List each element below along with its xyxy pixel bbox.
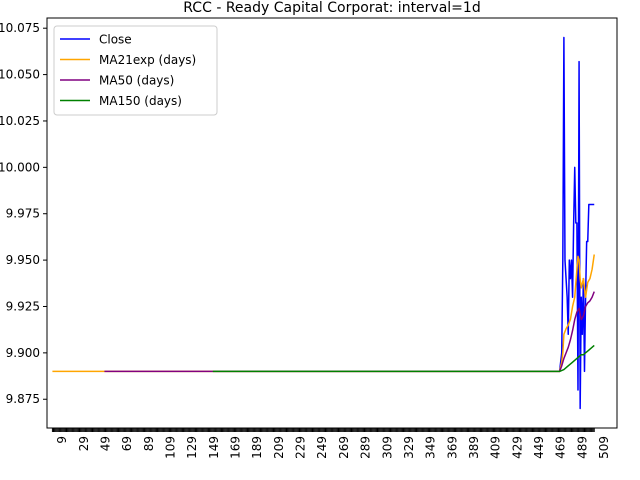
- y-tick-label: 10.050: [0, 68, 40, 82]
- series-layer: [52, 36, 595, 410]
- x-tick-label: 309: [380, 436, 394, 459]
- series-line-1: [558, 36, 595, 410]
- legend-label: MA21exp (days): [99, 53, 196, 67]
- x-tick-label: 49: [99, 436, 113, 451]
- y-tick-label: 9.875: [6, 392, 40, 406]
- x-tick-label: 169: [229, 436, 243, 459]
- x-tick-label: 289: [359, 436, 373, 459]
- x-tick-label: 469: [554, 436, 568, 459]
- x-tick-label: 69: [120, 436, 134, 451]
- x-tick-label: 109: [164, 436, 178, 459]
- series-line-3: [104, 291, 595, 373]
- series-line-4: [212, 344, 595, 373]
- x-tick-label: 349: [424, 436, 438, 459]
- y-tick-label: 9.975: [6, 207, 40, 221]
- x-tick-label: 29: [77, 436, 91, 451]
- x-tick-label: 229: [294, 436, 308, 459]
- y-tick-label: 9.900: [6, 346, 40, 360]
- x-tick-label: 369: [445, 436, 459, 459]
- x-tick-label: 389: [467, 436, 481, 459]
- x-tick-label: 129: [185, 436, 199, 459]
- x-axis: 9 29 49 69 89 109 129 149 169 189 209 229 249 269 289 3…: [51, 428, 611, 459]
- series-line-2: [52, 254, 595, 373]
- x-tick-label: 9: [55, 436, 69, 444]
- y-axis: 9.875 9.900 9.925 9.950 9.975 10.000 10.025 10.…: [0, 21, 47, 406]
- y-tick-label: 10.000: [0, 160, 40, 174]
- y-tick-label: 10.075: [0, 21, 40, 35]
- legend-box: [53, 25, 218, 116]
- x-tick-label: 209: [272, 436, 286, 459]
- x-tick-label: 149: [207, 436, 221, 459]
- x-tick-label: 449: [532, 436, 546, 459]
- legend-label: MA50 (days): [99, 74, 174, 88]
- legend: Close MA21exp (days) MA50 (days) MA150 (day…: [53, 25, 218, 116]
- x-tick-label: 89: [142, 436, 156, 451]
- x-tick-label: 509: [597, 436, 611, 459]
- x-tick-label: 249: [315, 436, 329, 459]
- x-tick-label: 429: [510, 436, 524, 459]
- chart-title: RCC - Ready Capital Corporat: interval=1…: [183, 0, 480, 16]
- y-tick-label: 9.950: [6, 253, 40, 267]
- x-tick-label: 189: [250, 436, 264, 459]
- legend-label: MA150 (days): [99, 94, 182, 108]
- x-tick-label: 269: [337, 436, 351, 459]
- x-tick-label: 329: [402, 436, 416, 459]
- x-tick-label: 409: [489, 436, 503, 459]
- x-tick-label: 489: [575, 436, 589, 459]
- legend-label: Close: [99, 33, 132, 47]
- y-tick-label: 9.925: [6, 299, 40, 313]
- plot-frame: [46, 17, 618, 429]
- y-tick-label: 10.025: [0, 114, 40, 128]
